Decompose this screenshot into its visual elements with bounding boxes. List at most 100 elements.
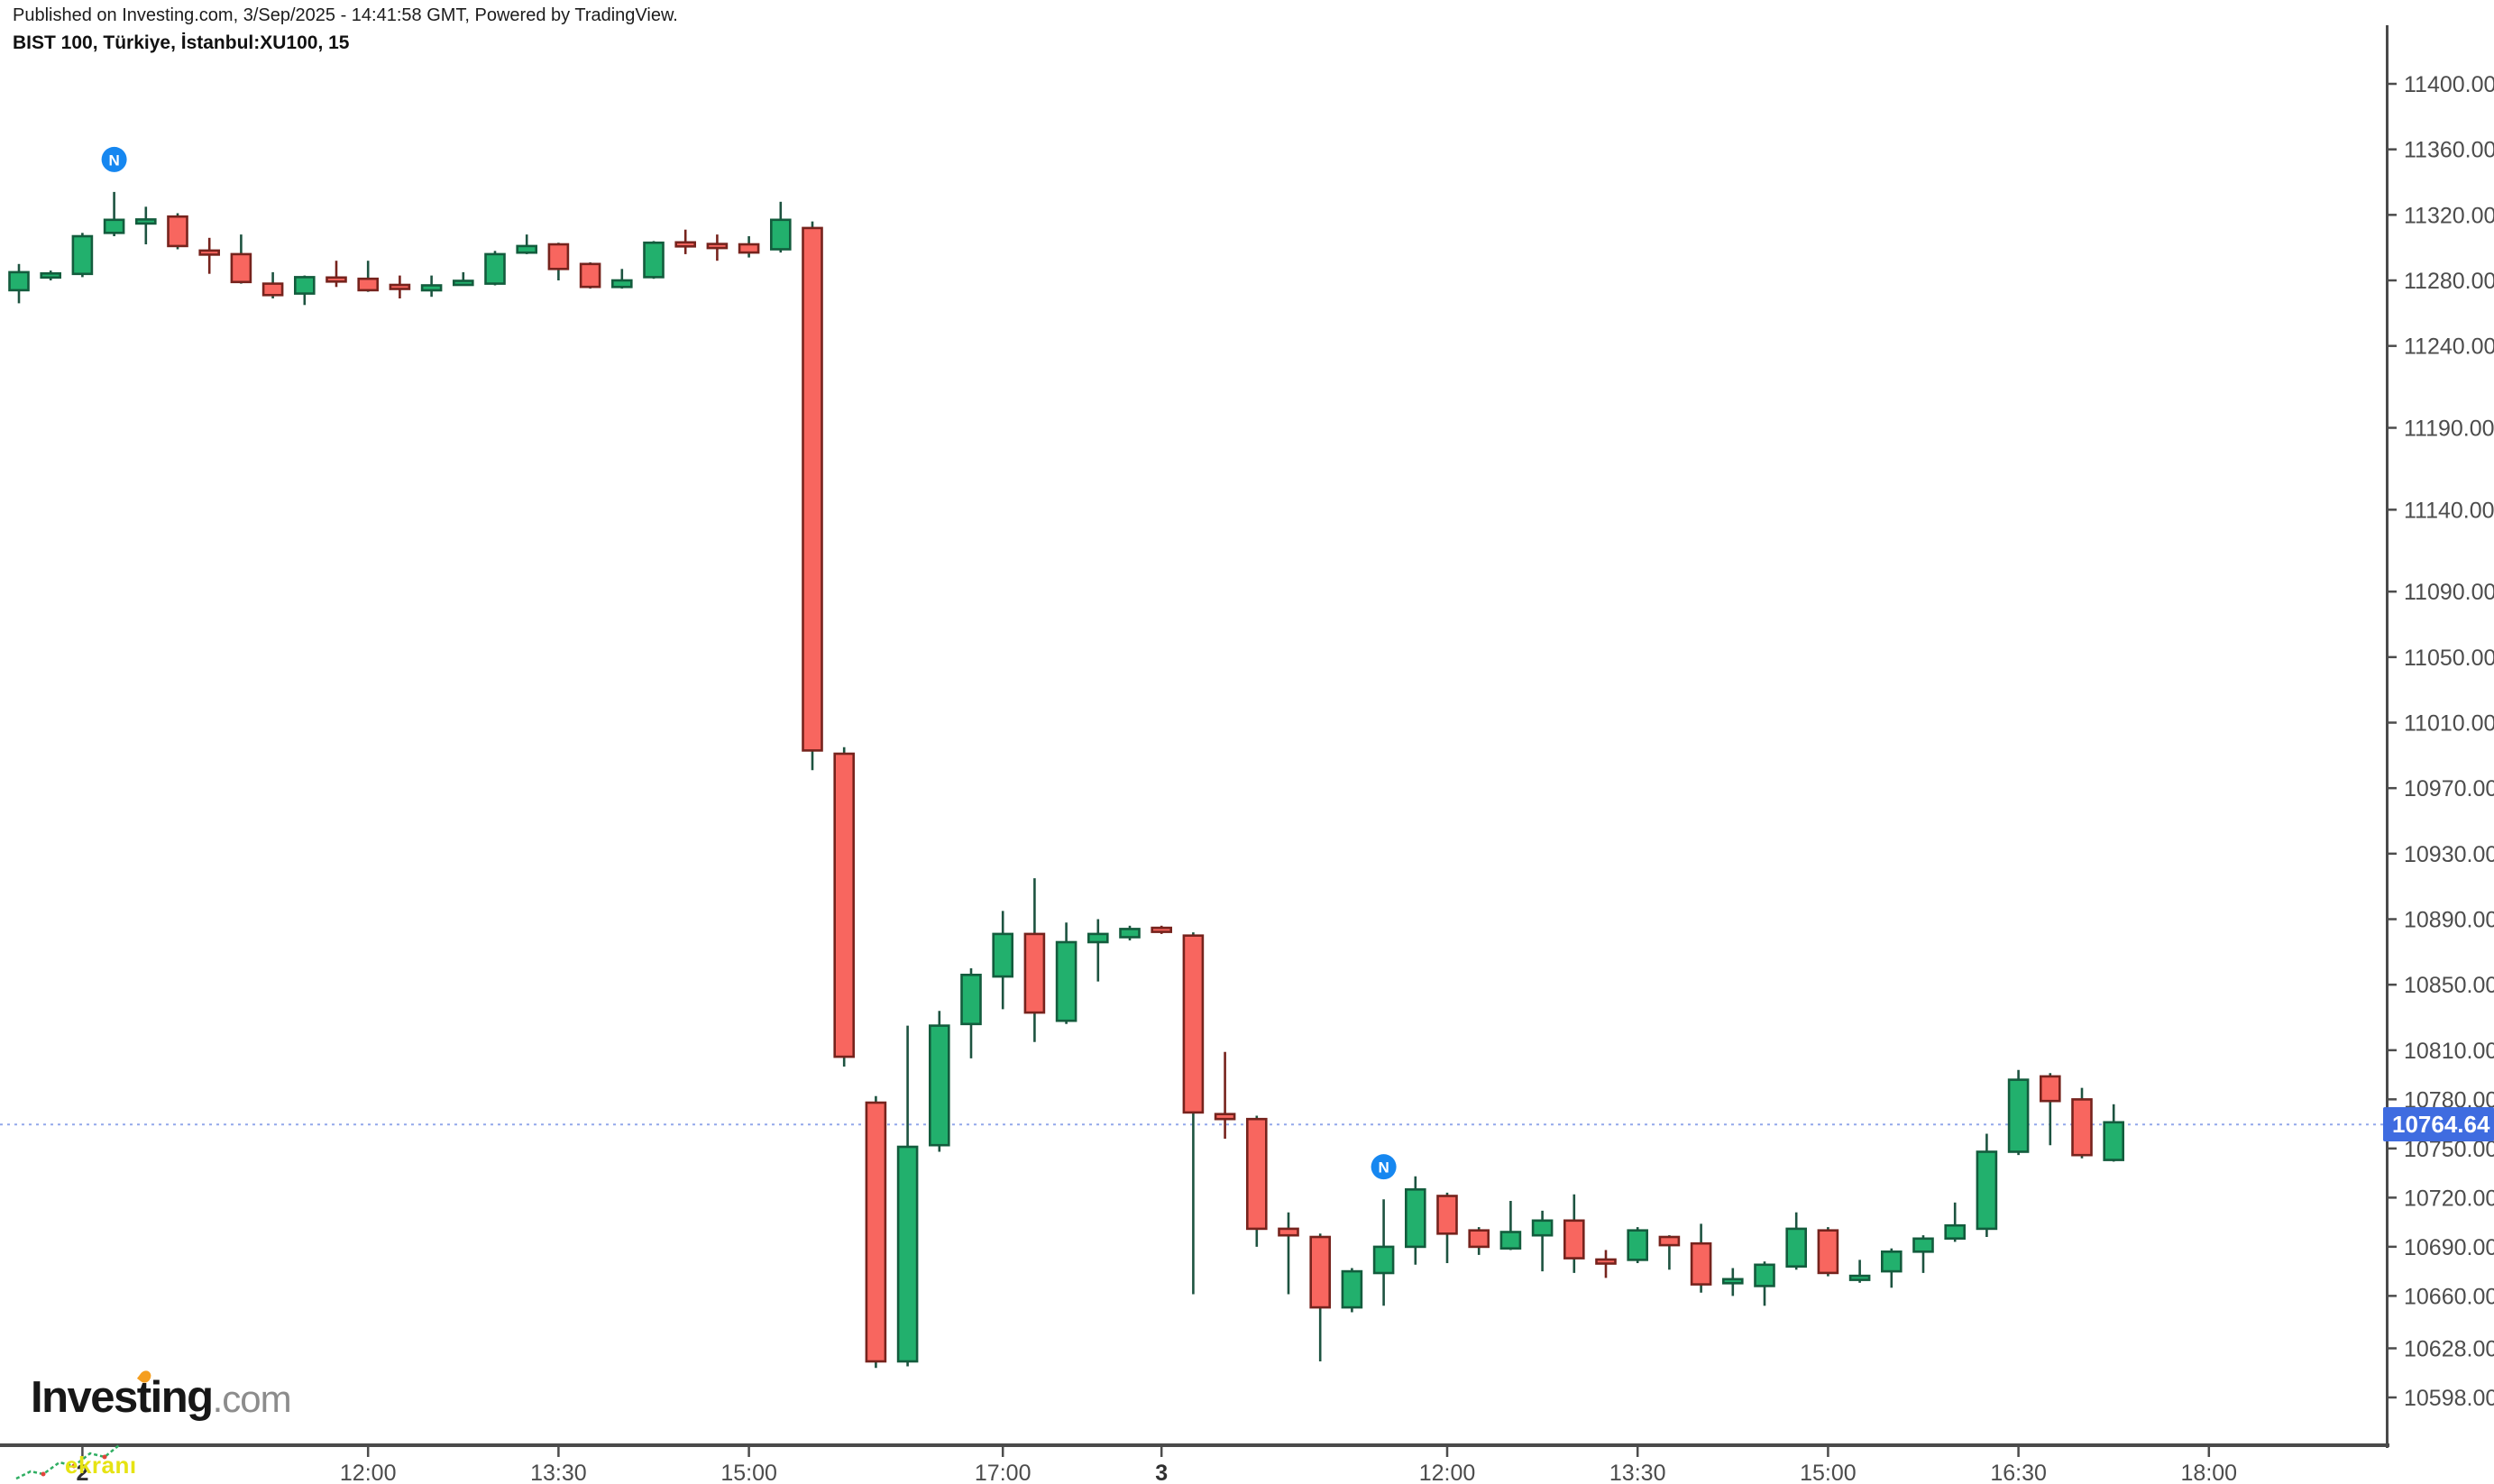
candle-body bbox=[1436, 1195, 1458, 1235]
price-tick-label: 10890.00 bbox=[2404, 908, 2494, 933]
price-tick-label: 10810.00 bbox=[2404, 1039, 2494, 1064]
time-tick-label: 18:00 bbox=[2181, 1461, 2238, 1484]
candle-body bbox=[261, 282, 284, 297]
time-tick-label: 16:30 bbox=[1990, 1461, 2047, 1484]
candle-body bbox=[1119, 928, 1141, 939]
candle-body bbox=[802, 226, 823, 752]
candle-up bbox=[2103, 1104, 2124, 1162]
price-axis[interactable]: 11400.00 11360.00 11320.00 11280.00 11240.00… bbox=[2386, 25, 2494, 1448]
price-tick-label: 10598.00 bbox=[2404, 1386, 2494, 1411]
candle-up bbox=[929, 1011, 950, 1152]
candle-body bbox=[2071, 1098, 2093, 1157]
price-tick-label: 10970.00 bbox=[2404, 776, 2494, 802]
candle-down bbox=[389, 275, 411, 298]
candle-body bbox=[516, 244, 538, 254]
candle-body bbox=[40, 271, 62, 279]
candle-body bbox=[738, 243, 760, 254]
candle-body bbox=[293, 276, 316, 295]
candle-down bbox=[674, 229, 697, 254]
candle-up bbox=[1531, 1210, 1554, 1272]
candle-body bbox=[1182, 934, 1205, 1114]
candle-body bbox=[1468, 1229, 1490, 1249]
news-badge-icon[interactable] bbox=[1371, 1154, 1397, 1180]
candle-down bbox=[2071, 1087, 2093, 1159]
price-tick-label: 10660.00 bbox=[2404, 1284, 2494, 1309]
candle-up bbox=[896, 1025, 919, 1367]
candle-down bbox=[261, 271, 284, 298]
candle-down bbox=[357, 261, 380, 292]
candle-down bbox=[230, 234, 252, 284]
candle-down bbox=[326, 261, 347, 288]
candle-body bbox=[326, 276, 347, 283]
candle-body bbox=[674, 241, 697, 248]
time-tick-label: 13:30 bbox=[530, 1461, 587, 1484]
logo-suffix-text: .com bbox=[212, 1378, 292, 1420]
candle-body bbox=[2040, 1075, 2061, 1103]
candle-body bbox=[1754, 1263, 1775, 1287]
candle-down bbox=[1817, 1227, 1839, 1277]
candle-up bbox=[992, 911, 1013, 1010]
candle-body bbox=[769, 218, 792, 251]
time-tick-label: 13:30 bbox=[1609, 1461, 1666, 1484]
candle-down bbox=[167, 213, 188, 250]
candle-body bbox=[1690, 1241, 1712, 1286]
candle-up bbox=[1944, 1202, 1966, 1242]
candle-down bbox=[1151, 925, 1172, 934]
candle-body bbox=[1531, 1219, 1554, 1237]
candle-up bbox=[1405, 1176, 1426, 1265]
channel-watermark: ekranı bbox=[13, 1441, 193, 1484]
candle-down bbox=[1309, 1233, 1331, 1361]
candle-body bbox=[135, 218, 157, 225]
time-tick-label: 17:00 bbox=[975, 1461, 1032, 1484]
candle-up bbox=[643, 241, 665, 279]
candle-down bbox=[1690, 1223, 1712, 1293]
candle-up bbox=[1976, 1133, 1998, 1237]
candle-up bbox=[484, 251, 506, 286]
candle-down bbox=[1595, 1250, 1617, 1278]
candle-body bbox=[167, 215, 188, 248]
price-tick-label: 10628.00 bbox=[2404, 1336, 2494, 1361]
candle-up bbox=[1499, 1201, 1522, 1250]
candle-body bbox=[896, 1145, 919, 1363]
time-axis[interactable]: 2 12:00 13:30 15:00 17:00 3 12:00 13:30 15:00 16:… bbox=[0, 1443, 2389, 1484]
candle-up bbox=[1754, 1261, 1775, 1306]
candle-up bbox=[1341, 1268, 1363, 1313]
candle-body bbox=[1563, 1219, 1585, 1260]
candle-body bbox=[833, 752, 856, 1058]
candle-up bbox=[1087, 919, 1109, 982]
time-tick-label: 2 bbox=[76, 1461, 88, 1484]
candle-down bbox=[1563, 1194, 1585, 1273]
candle-body bbox=[2103, 1121, 2124, 1161]
candle-up bbox=[960, 968, 982, 1058]
candle-down bbox=[1182, 932, 1205, 1295]
candle-body bbox=[960, 974, 982, 1026]
candle-body bbox=[1848, 1274, 1871, 1281]
candle-body bbox=[357, 277, 380, 292]
time-tick-label: 12:00 bbox=[340, 1461, 397, 1484]
candle-up bbox=[1848, 1260, 1871, 1283]
candle-body bbox=[1595, 1258, 1617, 1265]
news-marker[interactable]: N bbox=[101, 146, 127, 172]
candle-body bbox=[1976, 1150, 1998, 1231]
candle-body bbox=[1278, 1227, 1299, 1237]
candle-up bbox=[610, 269, 633, 289]
candle-up bbox=[452, 271, 474, 287]
candle-body bbox=[1087, 932, 1109, 944]
candle-up bbox=[420, 275, 443, 298]
candle-up bbox=[1055, 922, 1077, 1024]
price-tick-label: 11280.00 bbox=[2404, 269, 2494, 294]
price-tick-label: 11320.00 bbox=[2404, 203, 2494, 228]
candle-down bbox=[865, 1095, 887, 1369]
time-tick-label: 12:00 bbox=[1419, 1461, 1476, 1484]
candle-down bbox=[1468, 1227, 1490, 1255]
candle-up bbox=[516, 234, 538, 254]
candle-up bbox=[71, 233, 94, 278]
candle-up bbox=[2007, 1069, 2030, 1156]
candle-body bbox=[1405, 1188, 1426, 1249]
candle-up bbox=[1372, 1199, 1395, 1306]
news-marker[interactable]: N bbox=[1371, 1154, 1397, 1180]
news-badge-icon[interactable] bbox=[101, 146, 127, 172]
investing-logo: Investing.com bbox=[31, 1368, 292, 1423]
candle-body bbox=[1722, 1278, 1744, 1285]
